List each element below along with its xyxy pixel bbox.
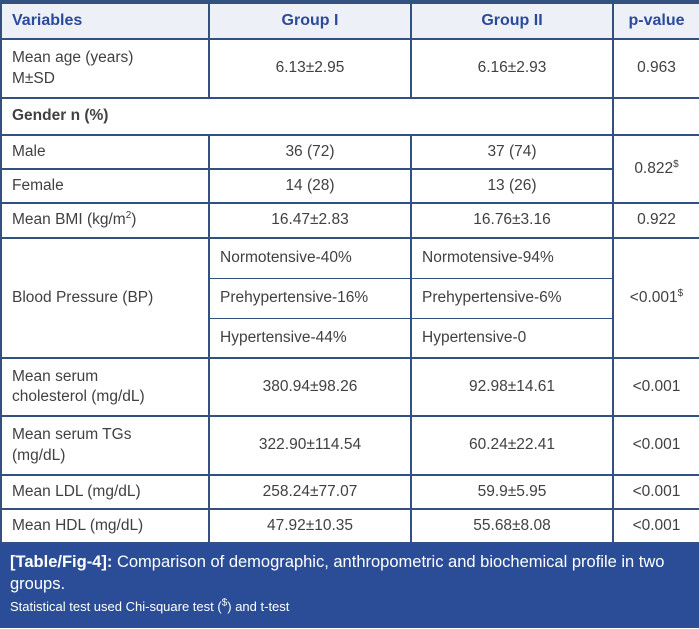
tgs-pvalue: <0.001: [612, 415, 699, 476]
row-hdl: Mean HDL (mg/dL) 47.92±10.35 55.68±8.08 …: [0, 508, 699, 544]
ldl-group1: 258.24±77.07: [208, 474, 412, 510]
bp-normotensive-group1: Normotensive-40%: [208, 237, 412, 279]
gender-section-label: Gender n (%): [0, 97, 614, 136]
mean-bmi-label: Mean BMI (kg/m2): [0, 202, 210, 239]
row-tgs: Mean serum TGs (mg/dL) 322.90±114.54 60.…: [0, 415, 699, 476]
male-group1: 36 (72): [208, 134, 412, 170]
row-gender-section: Gender n (%): [0, 97, 699, 136]
mean-bmi-group1: 16.47±2.83: [208, 202, 412, 239]
mean-age-group1: 6.13±2.95: [208, 38, 412, 99]
squared-marker: 2: [125, 210, 132, 222]
bp-hypertensive-group2: Hypertensive-0: [410, 317, 614, 359]
mean-bmi-pvalue: 0.922: [612, 202, 699, 239]
caption-label: [Table/Fig-4]:: [10, 553, 113, 571]
row-cholesterol: Mean serum cholesterol (mg/dL) 380.94±98…: [0, 357, 699, 417]
male-group2: 37 (74): [410, 134, 614, 170]
female-group1: 14 (28): [208, 168, 412, 204]
ldl-pvalue: <0.001: [612, 474, 699, 510]
cholesterol-group2: 92.98±14.61: [410, 357, 614, 417]
caption-footnote: Statistical test used Chi-square test ($…: [10, 597, 290, 614]
chi-square-marker: $: [673, 158, 679, 170]
mean-bmi-group2: 16.76±3.16: [410, 202, 614, 239]
gender-section-pvalue-empty: [612, 97, 699, 136]
cholesterol-pvalue: <0.001: [612, 357, 699, 417]
comparison-table: Variables Group I Group II p-value Mean …: [0, 0, 699, 544]
chi-square-marker: $: [677, 287, 684, 299]
row-bp-hypertensive: Hypertensive-44% Hypertensive-0: [1, 317, 699, 359]
header-group2: Group II: [410, 1, 614, 40]
row-female: Female 14 (28) 13 (26): [0, 168, 699, 204]
row-bp-prehypertensive: Prehypertensive-16% Prehypertensive-6%: [1, 277, 699, 319]
male-label: Male: [0, 134, 210, 170]
hdl-group2: 55.68±8.08: [410, 508, 614, 544]
header-pvalue: p-value: [612, 1, 699, 40]
mean-age-group2: 6.16±2.93: [410, 38, 614, 99]
cholesterol-label: Mean serum cholesterol (mg/dL): [0, 357, 210, 417]
row-mean-bmi: Mean BMI (kg/m2) 16.47±2.83 16.76±3.16 0…: [0, 202, 699, 239]
bp-hypertensive-group1: Hypertensive-44%: [208, 317, 412, 359]
row-mean-age: Mean age (years) M±SD 6.13±2.95 6.16±2.9…: [0, 38, 699, 99]
ldl-group2: 59.9±5.95: [410, 474, 614, 510]
mean-age-label: Mean age (years) M±SD: [0, 38, 210, 99]
gender-pvalue: 0.822$: [612, 134, 699, 204]
tgs-group1: 322.90±114.54: [208, 415, 412, 476]
hdl-pvalue: <0.001: [612, 508, 699, 544]
bp-normotensive-group2: Normotensive-94%: [410, 237, 614, 279]
female-group2: 13 (26): [410, 168, 614, 204]
bp-pvalue: <0.001$: [612, 237, 699, 359]
bp-prehypertensive-group2: Prehypertensive-6%: [410, 277, 614, 319]
ldl-label: Mean LDL (mg/dL): [0, 474, 210, 510]
hdl-label: Mean HDL (mg/dL): [0, 508, 210, 544]
bp-label: Blood Pressure (BP): [0, 237, 210, 359]
tgs-label: Mean serum TGs (mg/dL): [0, 415, 210, 476]
row-male: Male 36 (72) 37 (74) 0.822$: [0, 134, 699, 204]
hdl-group1: 47.92±10.35: [208, 508, 412, 544]
cholesterol-group1: 380.94±98.26: [208, 357, 412, 417]
caption-text: [Table/Fig-4]: Comparison of demographic…: [10, 553, 665, 593]
row-bp-normotensive: Blood Pressure (BP) Normotensive-40% Nor…: [0, 237, 699, 359]
chi-square-marker: $: [221, 597, 228, 609]
table-header-row: Variables Group I Group II p-value: [0, 1, 699, 40]
caption-bar: [Table/Fig-4]: Comparison of demographic…: [0, 544, 699, 628]
tgs-group2: 60.24±22.41: [410, 415, 614, 476]
female-label: Female: [0, 168, 210, 204]
header-group1: Group I: [208, 1, 412, 40]
row-ldl: Mean LDL (mg/dL) 258.24±77.07 59.9±5.95 …: [0, 474, 699, 510]
header-variables: Variables: [0, 1, 210, 40]
bp-prehypertensive-group1: Prehypertensive-16%: [208, 277, 412, 319]
mean-age-pvalue: 0.963: [612, 38, 699, 99]
